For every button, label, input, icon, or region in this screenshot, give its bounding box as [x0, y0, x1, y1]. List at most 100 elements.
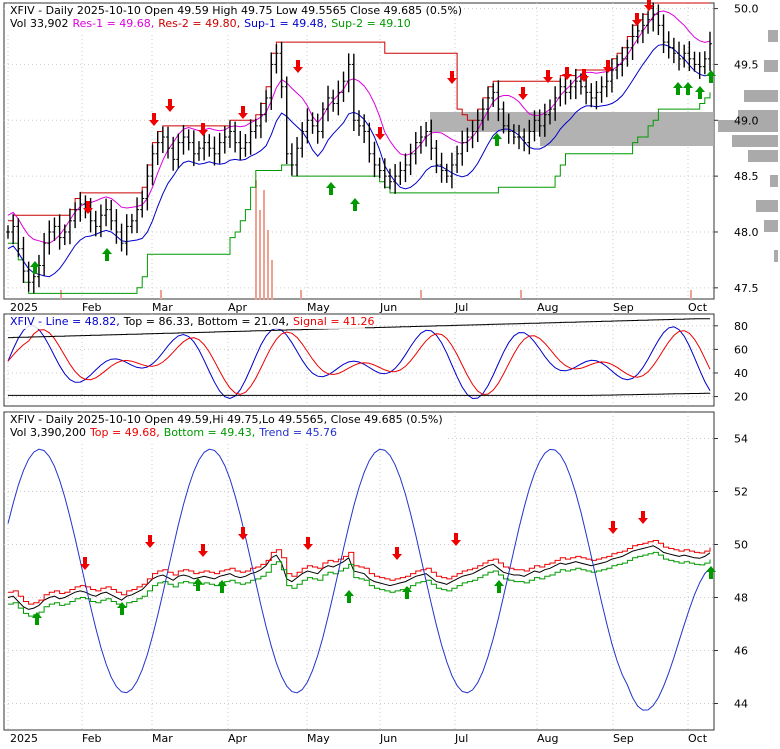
trend-volume-label: Vol 3,390,200: [10, 426, 86, 439]
res2-label: Res-2 = 49.80,: [158, 17, 240, 30]
sell-arrow: [198, 544, 208, 557]
trend-y-axis: 44 46 48 50 52 54: [714, 433, 748, 711]
buy-arrow: [673, 82, 683, 95]
sup1-label: Sup-1 = 49.48,: [244, 17, 327, 30]
osc-tick-label: 20: [734, 391, 748, 404]
sell-arrow: [632, 13, 642, 26]
price-tick-label: 50.0: [734, 3, 759, 16]
x-tick-label: Aug: [537, 732, 558, 745]
volume-bar: [160, 290, 162, 299]
trend-tick-label: 48: [734, 592, 748, 605]
price-legend-bg: [5, 4, 445, 32]
trend-grid: [4, 412, 714, 730]
sell-arrow: [83, 201, 93, 214]
x-tick-label: 2025: [10, 301, 38, 314]
sup1-line: [7, 43, 711, 278]
sup2-line: [8, 92, 711, 294]
oscillator-lines: [7, 318, 711, 400]
trend-lines: [7, 448, 711, 711]
price-title: XFIV - Daily 2025-10-10 Open 49.59 High …: [10, 4, 462, 17]
sell-arrow: [293, 60, 303, 73]
volume-profile-bar: [732, 135, 778, 147]
trend-panel-frame: [3, 411, 715, 731]
price-x-axis: 2025 Feb Mar Apr May Jun Jul Aug Sep Oct: [10, 301, 708, 314]
x-tick-label: Oct: [688, 301, 708, 314]
trend-title: XFIV - Daily 2025-10-10 Open 49.59,Hi 49…: [10, 413, 443, 426]
bottom-band: [8, 392, 711, 396]
sell-arrow: [644, 0, 654, 11]
volume-profile-band: [540, 132, 714, 146]
oscillator-y-axis: 20 40 60 80: [714, 320, 748, 404]
buy-arrow: [102, 248, 112, 261]
price-tick-label: 48.5: [734, 170, 759, 183]
buy-arrow: [30, 261, 40, 274]
volume-profile-bar: [768, 30, 778, 42]
volume-bar: [255, 180, 257, 300]
sell-arrow: [303, 537, 313, 550]
buy-arrow: [402, 586, 412, 599]
volume-profile-bar: [748, 150, 778, 162]
volume-profile-bar: [756, 200, 778, 212]
price-volume-label: Vol 33,902: [10, 17, 68, 30]
price-tick-label: 47.5: [734, 282, 759, 295]
trend-line-label: Trend = 45.76: [258, 426, 337, 439]
x-tick-label: Apr: [228, 732, 248, 745]
x-tick-label: Sep: [613, 301, 634, 314]
oscillator-panel-frame: [3, 313, 715, 407]
price-panel-frame: [3, 2, 715, 300]
trend-bottom-label: Bottom = 49.43,: [164, 426, 256, 439]
price-tick-label: 49.5: [734, 58, 759, 71]
volume-profile-bar: [764, 60, 778, 72]
sell-arrow: [145, 535, 155, 548]
x-tick-label: May: [307, 301, 330, 314]
trend-line: [7, 448, 711, 711]
signal-label: Signal = 41.26: [293, 315, 375, 328]
x-tick-label: Aug: [537, 301, 558, 314]
price-tick-label: 49.0: [734, 114, 759, 127]
price-y-axis: 47.5 48.0 48.5 49.0 49.5 50.0: [714, 3, 759, 295]
volume-profile-band: [430, 112, 714, 132]
volume-bar: [60, 290, 62, 299]
trend-tick-label: 54: [734, 433, 748, 446]
sell-arrow: [149, 113, 159, 126]
volume-bar: [263, 190, 265, 300]
osc-bottom-label: Bottom = 21.04,: [197, 315, 289, 328]
buy-arrow: [193, 578, 203, 591]
sell-arrow: [238, 106, 248, 119]
x-tick-label: Feb: [82, 301, 101, 314]
price-grid: [4, 3, 714, 299]
trend-legend: Vol 3,390,200 Top = 49.68, Bottom = 49.43,…: [10, 426, 337, 439]
sell-arrow: [579, 69, 589, 82]
volume-bar: [267, 230, 269, 300]
trend-x-axis: 2025 Feb Mar Apr May Jun Jul Aug Sep Oct: [10, 732, 708, 745]
trend-legend-bg: [5, 413, 445, 441]
sell-arrow: [447, 71, 457, 84]
sell-arrow: [238, 527, 248, 540]
x-tick-label: Feb: [82, 732, 101, 745]
sell-arrow: [543, 70, 553, 83]
volume-bars: [60, 180, 692, 300]
sell-arrow: [608, 521, 618, 534]
sell-arrow: [638, 511, 648, 524]
trend-arrows: [32, 511, 716, 625]
buy-arrow: [706, 566, 716, 579]
buy-arrow: [350, 198, 360, 211]
volume-bar: [271, 260, 273, 300]
x-tick-label: May: [307, 732, 330, 745]
price-tick-label: 48.0: [734, 226, 759, 239]
x-tick-label: 2025: [10, 732, 38, 745]
osc-top-label: Top = 86.33,: [123, 315, 194, 328]
sell-arrow: [80, 557, 90, 570]
price-legend: Vol 33,902 Res-1 = 49.68, Res-2 = 49.80, Su…: [10, 17, 411, 30]
trend-top-line: [8, 540, 711, 605]
sell-arrow: [198, 123, 208, 136]
oscillator-legend: XFIV - Line = 48.82, Top = 86.33, Bottom =…: [10, 315, 375, 328]
buy-arrow: [344, 590, 354, 603]
sell-arrow: [603, 60, 613, 73]
x-tick-label: Jun: [379, 732, 397, 745]
x-tick-label: Jul: [454, 732, 468, 745]
volume-bar: [259, 210, 261, 300]
buy-arrow: [117, 602, 127, 615]
volume-profile-bar: [744, 90, 778, 102]
price-bars: [6, 2, 712, 294]
